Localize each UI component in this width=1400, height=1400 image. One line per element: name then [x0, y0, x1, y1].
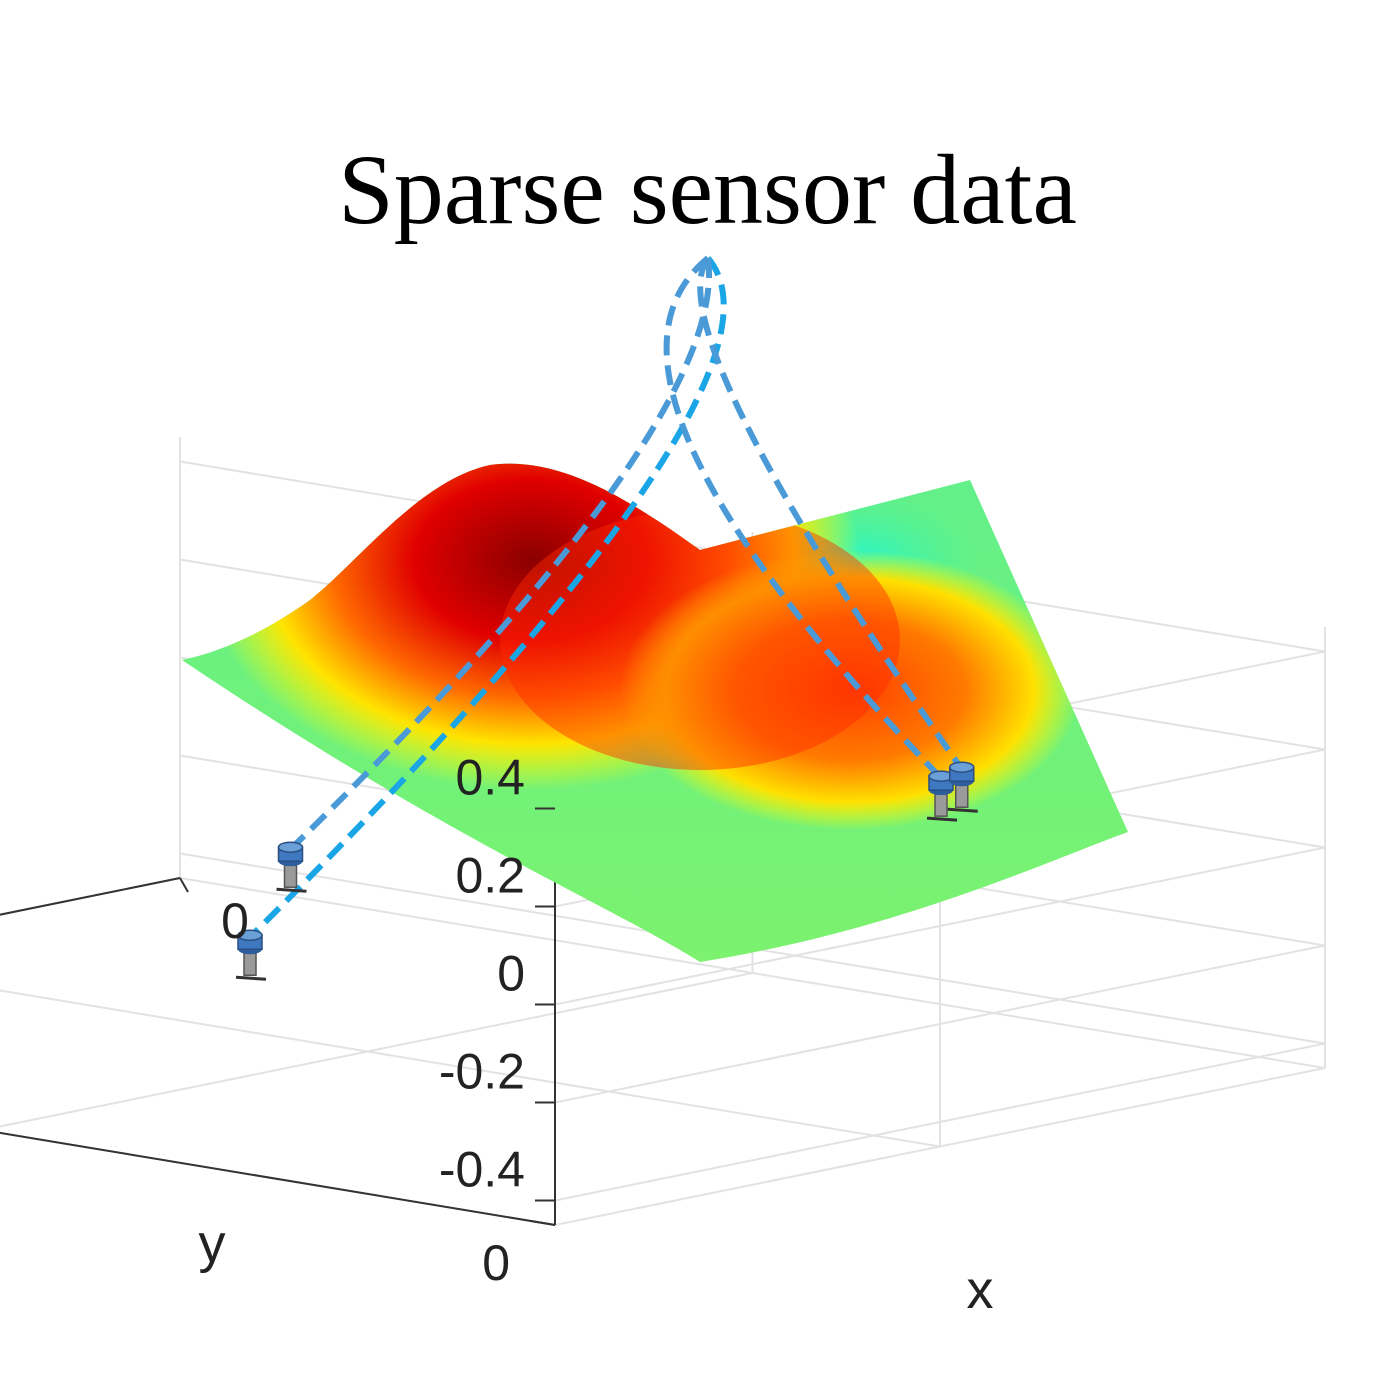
x-axis-label: x — [967, 1260, 994, 1320]
grid-line — [0, 877, 181, 916]
sensor-icon — [947, 761, 978, 813]
z-tick-label: -0.4 — [439, 1142, 525, 1198]
sensor-icon — [235, 929, 267, 981]
z-tick-label: -0.2 — [439, 1044, 525, 1100]
sensor-leader-line — [247, 256, 727, 940]
y-tick-mark — [530, 1220, 556, 1226]
y-axis-line — [0, 1131, 556, 1226]
x-axis-line — [0, 877, 181, 916]
chart-title: Sparse sensor data — [338, 134, 1077, 245]
z-tick-label: 0.2 — [455, 848, 525, 904]
sensor-markers — [235, 255, 978, 981]
sensor-icon — [276, 841, 307, 893]
x-tick-mark — [179, 877, 189, 893]
y-axis-label: y — [199, 1214, 226, 1274]
y-tick-label: 0 — [482, 1235, 510, 1291]
surface — [182, 463, 1128, 962]
x-tick-label: 0 — [221, 893, 249, 949]
grid-line — [0, 972, 753, 1128]
tick-labels: 0.40.20-0.2-0.400.5100.51 — [179, 750, 556, 1291]
sensor-leader-line — [288, 257, 712, 852]
z-tick-label: 0 — [497, 946, 525, 1002]
sensor-icon — [926, 770, 958, 822]
z-tick-label: 0.4 — [455, 750, 525, 806]
